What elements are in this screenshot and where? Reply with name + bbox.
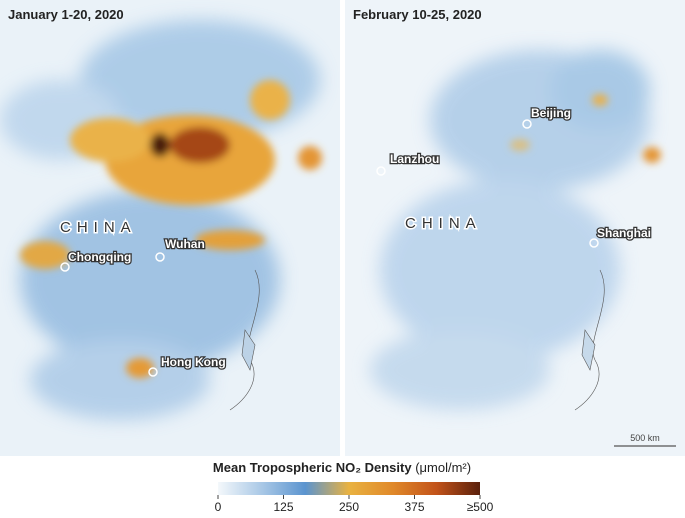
country-label: CHINA [405,215,482,232]
city-label: Beijing [531,106,571,120]
colorbar-tick-label: ≥500 [467,500,494,514]
city-label: Shanghai [597,226,651,240]
map-panel: CHINA Chongqing Wuhan Hong Kong January … [0,0,340,456]
panel-title: January 1-20, 2020 [8,7,124,22]
colorbar-tick-label: 125 [273,500,293,514]
city-marker [60,262,70,272]
colorbar [218,482,480,495]
city-marker [148,367,158,377]
legend-unit: (μmol/m²) [415,460,471,475]
city-marker [376,166,386,176]
city-marker [522,119,532,129]
map-panel: CHINA Beijing Lanzhou Shanghai 500 km Fe… [345,0,685,456]
city-label: Chongqing [68,250,131,264]
colorbar-tick-label: 250 [339,500,359,514]
colorbar-tick-label: 0 [215,500,222,514]
city-marker [155,252,165,262]
scale-label: 500 km [630,433,660,443]
city-marker [589,238,599,248]
legend-title-group: Mean Tropospheric NO₂ Density (μmol/m²) [213,460,471,475]
city-label: Wuhan [165,237,205,251]
panel-title: February 10-25, 2020 [353,7,482,22]
city-label: Hong Kong [161,355,226,369]
colorbar-tick-label: 375 [404,500,424,514]
legend-title: Mean Tropospheric NO₂ Density [213,460,412,475]
city-label: Lanzhou [390,152,439,166]
country-label: CHINA [60,219,137,236]
